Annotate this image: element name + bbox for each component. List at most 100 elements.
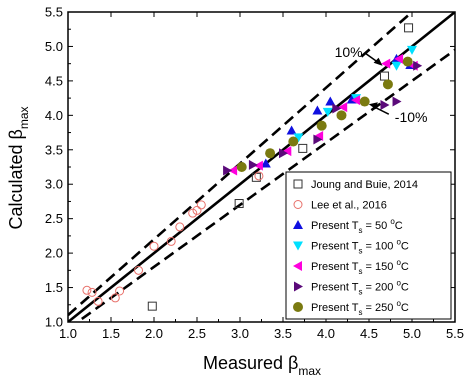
data-point-series-6 bbox=[248, 159, 258, 170]
y-tick-label: 5.5 bbox=[45, 5, 63, 20]
legend-label-1: Joung and Buie, 2014 bbox=[311, 179, 418, 191]
y-tick-label: 4.0 bbox=[45, 108, 63, 123]
x-tick-label: 1.5 bbox=[102, 326, 120, 341]
y-tick-label: 1.0 bbox=[45, 315, 63, 330]
data-point-series-1 bbox=[251, 172, 261, 182]
y-axis-title-main: Calculated β bbox=[6, 129, 26, 229]
data-point-series-2 bbox=[82, 285, 92, 295]
y-axis-title-sub: max bbox=[17, 106, 31, 129]
y-tick-label: 4.5 bbox=[45, 73, 63, 88]
data-point-series-6 bbox=[413, 60, 423, 71]
legend-marker-7 bbox=[293, 302, 303, 312]
data-point-series-5 bbox=[282, 146, 292, 157]
data-point-series-2 bbox=[192, 205, 202, 215]
data-point-series-6 bbox=[279, 148, 288, 159]
reference-line-minus-10 bbox=[75, 48, 455, 322]
data-point-series-2 bbox=[196, 200, 206, 210]
x-tick-label: 5.0 bbox=[403, 326, 421, 341]
data-point-series-5 bbox=[228, 165, 238, 176]
legend-marker-4 bbox=[293, 241, 303, 251]
x-tick-label: 3.5 bbox=[274, 326, 292, 341]
y-tick-label: 5.0 bbox=[45, 39, 63, 54]
data-point-series-2 bbox=[175, 222, 185, 232]
data-point-series-6 bbox=[313, 134, 323, 145]
annotation-arrowhead-2 bbox=[368, 102, 378, 110]
legend-marker-5 bbox=[293, 261, 302, 271]
data-point-series-1 bbox=[147, 301, 157, 311]
data-point-series-2 bbox=[166, 236, 176, 246]
x-tick-label: 1.0 bbox=[59, 326, 77, 341]
x-tick-label: 3.0 bbox=[231, 326, 249, 341]
y-tick-label: 2.0 bbox=[45, 246, 63, 261]
data-point-series-5 bbox=[381, 58, 391, 69]
legend-label-4: Present Ts = 100 oC bbox=[311, 238, 409, 256]
x-tick-label: 2.0 bbox=[145, 326, 163, 341]
x-axis-title: Measured βmax bbox=[203, 353, 321, 378]
data-point-series-5 bbox=[314, 131, 324, 141]
legend-box bbox=[285, 171, 452, 320]
legend: Joung and Buie, 2014 Lee et al., 2016 Pres… bbox=[285, 171, 452, 320]
data-point-series-2 bbox=[115, 286, 125, 296]
y-axis-title: Calculated βmax bbox=[6, 106, 31, 229]
data-point-series-7 bbox=[359, 96, 370, 107]
data-point-series-3 bbox=[312, 105, 323, 115]
legend-label-7: Present Ts = 250 oC bbox=[311, 299, 409, 317]
legend-marker-1 bbox=[293, 179, 303, 189]
data-point-series-7 bbox=[382, 79, 393, 90]
data-point-series-3 bbox=[260, 158, 271, 168]
data-point-series-7 bbox=[288, 136, 299, 147]
annotation-label-1: 10% bbox=[335, 44, 363, 60]
y-tick-label: 3.0 bbox=[45, 177, 63, 192]
data-point-series-2 bbox=[134, 265, 144, 275]
legend-marker-3 bbox=[293, 220, 303, 229]
data-point-series-5 bbox=[253, 160, 263, 171]
data-point-series-1 bbox=[379, 71, 389, 81]
data-point-series-1 bbox=[234, 199, 244, 209]
data-point-series-4 bbox=[322, 107, 333, 117]
data-point-series-2 bbox=[93, 296, 103, 306]
data-point-series-2 bbox=[110, 293, 120, 303]
data-point-series-6 bbox=[380, 100, 390, 110]
data-point-series-5 bbox=[338, 102, 348, 113]
data-point-series-7 bbox=[236, 162, 247, 172]
data-point-series-3 bbox=[286, 125, 297, 135]
data-point-series-1 bbox=[404, 23, 414, 33]
legend-marker-2 bbox=[293, 200, 303, 209]
annotations: 10% -10% bbox=[335, 44, 428, 125]
data-point-series-7 bbox=[402, 56, 413, 67]
data-point-series-6 bbox=[332, 103, 342, 114]
x-axis-title-main: Measured β bbox=[203, 353, 298, 373]
x-axis-title-sub: max bbox=[298, 364, 321, 378]
legend-label-5: Present Ts = 150 oC bbox=[311, 258, 409, 276]
data-point-series-4 bbox=[407, 45, 417, 55]
data-point-series-3 bbox=[325, 96, 336, 106]
data-point-series-5 bbox=[351, 95, 361, 106]
data-points bbox=[82, 23, 423, 311]
data-point-series-7 bbox=[265, 148, 276, 159]
x-tick-label: 4.0 bbox=[317, 326, 335, 341]
y-tick-label: 2.5 bbox=[45, 211, 63, 226]
data-point-series-6 bbox=[223, 165, 233, 176]
data-point-series-7 bbox=[336, 110, 347, 121]
legend-label-3: Present Ts = 50 oC bbox=[311, 217, 403, 235]
x-tick-label: 4.5 bbox=[360, 326, 378, 341]
x-tick-label: 5.5 bbox=[446, 326, 464, 341]
x-tick-label: 2.5 bbox=[188, 326, 206, 341]
annotation-arrowhead-1 bbox=[373, 57, 383, 66]
data-point-series-6 bbox=[392, 96, 402, 107]
legend-label-2: Lee et al., 2016 bbox=[311, 200, 387, 212]
data-point-series-4 bbox=[293, 133, 304, 143]
data-point-series-2 bbox=[87, 287, 97, 297]
data-point-series-5 bbox=[394, 53, 404, 64]
legend-marker-6 bbox=[294, 281, 303, 292]
y-tick-label: 3.5 bbox=[45, 142, 63, 157]
data-point-series-2 bbox=[254, 171, 264, 181]
annotation-label-2: -10% bbox=[395, 109, 428, 125]
data-point-series-7 bbox=[316, 120, 327, 131]
data-point-series-4 bbox=[391, 61, 402, 71]
data-point-series-1 bbox=[298, 143, 308, 153]
y-tick-label: 1.5 bbox=[45, 280, 63, 295]
legend-label-6: Present Ts = 200 oC bbox=[311, 279, 409, 297]
data-point-series-2 bbox=[149, 241, 159, 251]
